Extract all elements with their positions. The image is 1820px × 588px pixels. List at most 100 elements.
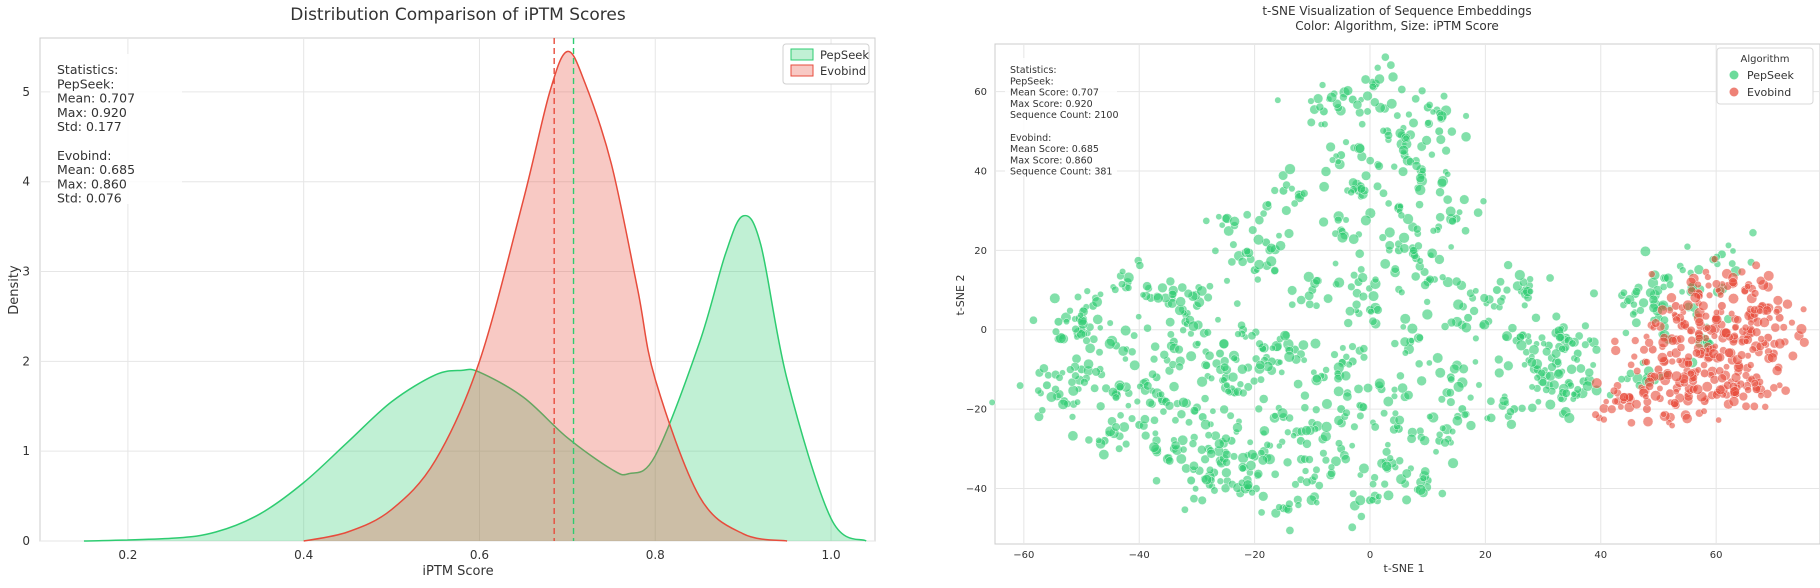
tsne-point-pepseek (1452, 415, 1463, 427)
tsne-legend-label-pepseek: PepSeek (1747, 69, 1795, 82)
tsne-point-evobind (1672, 388, 1680, 396)
tsne-point-pepseek (1456, 208, 1463, 216)
tsne-point-pepseek (1442, 194, 1453, 205)
tsne-point-pepseek (1222, 449, 1232, 460)
kde-legend-box (782, 43, 870, 85)
tsne-point-pepseek (1350, 422, 1359, 431)
tsne-point-pepseek (988, 399, 996, 406)
tsne-point-evobind (1747, 361, 1755, 369)
tsne-point-evobind (1701, 312, 1710, 321)
tsne-point-pepseek (1386, 98, 1398, 110)
tsne-point-pepseek (1307, 97, 1315, 105)
tsne-subtitle: Color: Algorithm, Size: iPTM Score (1295, 19, 1499, 33)
tsne-point-pepseek (1436, 114, 1444, 122)
tsne-point-pepseek (1472, 334, 1480, 342)
tsne-point-pepseek (1165, 276, 1175, 286)
tsne-point-pepseek (1057, 398, 1069, 410)
tsne-point-pepseek (1551, 312, 1561, 322)
kde-legend-swatch-pepseek (790, 48, 814, 61)
tsne-point-pepseek (1233, 299, 1242, 308)
tsne-point-evobind (1741, 401, 1751, 411)
tsne-point-pepseek (1192, 485, 1200, 493)
tsne-point-pepseek (1382, 447, 1392, 457)
tsne-point-pepseek (1435, 212, 1445, 222)
tsne-point-evobind (1668, 357, 1676, 366)
tsne-point-pepseek (1077, 311, 1084, 319)
tsne-point-pepseek (1728, 259, 1737, 268)
tsne-point-pepseek (1391, 409, 1399, 417)
tsne-point-pepseek (1300, 391, 1310, 401)
tsne-point-evobind (1679, 319, 1690, 330)
tsne-point-pepseek (1168, 381, 1180, 392)
tsne-point-evobind (1729, 386, 1740, 397)
tsne-point-pepseek (1576, 363, 1586, 374)
tsne-point-pepseek (1475, 381, 1483, 389)
tsne-point-pepseek (1220, 483, 1231, 493)
tsne-point-pepseek (1285, 499, 1294, 508)
tsne-point-evobind (1694, 366, 1702, 374)
tsne-point-evobind (1761, 403, 1769, 411)
tsne-point-pepseek (1284, 163, 1296, 175)
tsne-point-evobind (1668, 422, 1676, 429)
tsne-point-evobind (1660, 411, 1667, 418)
tsne-point-pepseek (1290, 432, 1297, 439)
tsne-point-pepseek (1533, 374, 1541, 382)
tsne-point-pepseek (1255, 339, 1264, 348)
tsne-point-pepseek (1084, 343, 1096, 354)
tsne-point-pepseek (1175, 296, 1186, 307)
tsne-point-pepseek (1436, 177, 1448, 188)
tsne-point-pepseek (1409, 246, 1418, 255)
tsne-point-pepseek (1352, 299, 1362, 310)
tsne-point-pepseek (1285, 413, 1294, 423)
tsne-point-pepseek (1390, 163, 1398, 171)
tsne-point-pepseek (1269, 344, 1276, 352)
tsne-point-pepseek (1368, 316, 1378, 326)
tsne-point-pepseek (1362, 90, 1373, 102)
tsne-point-evobind (1682, 299, 1694, 311)
tsne-point-pepseek (1259, 425, 1270, 437)
tsne-point-pepseek (1589, 288, 1599, 298)
tsne-point-evobind (1591, 410, 1600, 419)
tsne-point-pepseek (1582, 380, 1594, 392)
tsne-point-pepseek (1243, 382, 1253, 392)
tsne-point-evobind (1631, 336, 1640, 345)
kde-stats-line: Max: 0.920 (57, 105, 127, 120)
tsne-point-evobind (1672, 315, 1681, 325)
tsne-point-pepseek (1503, 260, 1513, 270)
tsne-point-evobind (1627, 418, 1636, 428)
tsne-point-pepseek (1354, 249, 1365, 259)
tsne-point-pepseek (1342, 85, 1353, 96)
tsne-point-pepseek (1305, 299, 1315, 309)
tsne-point-pepseek (1370, 97, 1380, 107)
tsne-y-tick-label: −20 (966, 405, 987, 416)
tsne-point-pepseek (1683, 243, 1692, 251)
tsne-point-pepseek (1122, 355, 1129, 363)
tsne-point-pepseek (1570, 390, 1578, 398)
tsne-point-pepseek (1347, 522, 1357, 532)
tsne-point-pepseek (1586, 336, 1593, 344)
tsne-point-pepseek (1348, 342, 1357, 351)
tsne-point-pepseek (1386, 454, 1394, 462)
tsne-point-evobind (1706, 291, 1714, 299)
tsne-point-evobind (1737, 350, 1747, 360)
tsne-point-pepseek (1384, 199, 1393, 208)
tsne-point-pepseek (1177, 282, 1188, 293)
tsne-point-pepseek (1226, 411, 1235, 420)
tsne-point-pepseek (1449, 428, 1457, 435)
tsne-point-pepseek (1402, 349, 1409, 357)
tsne-point-pepseek (1265, 255, 1277, 267)
tsne-point-pepseek (1290, 199, 1299, 208)
tsne-point-pepseek (1091, 367, 1101, 377)
tsne-point-pepseek (1350, 271, 1359, 280)
tsne-point-pepseek (1321, 120, 1329, 128)
tsne-point-pepseek (1384, 226, 1396, 238)
tsne-point-pepseek (1301, 425, 1312, 436)
tsne-point-pepseek (1402, 213, 1414, 225)
tsne-x-ticks: −60 −40 −20 0 20 40 60 (1013, 550, 1722, 561)
tsne-point-pepseek (1327, 463, 1336, 471)
tsne-point-evobind (1700, 361, 1708, 369)
tsne-point-pepseek (1369, 480, 1377, 488)
tsne-point-pepseek (1469, 306, 1479, 316)
tsne-point-pepseek (1291, 480, 1300, 489)
